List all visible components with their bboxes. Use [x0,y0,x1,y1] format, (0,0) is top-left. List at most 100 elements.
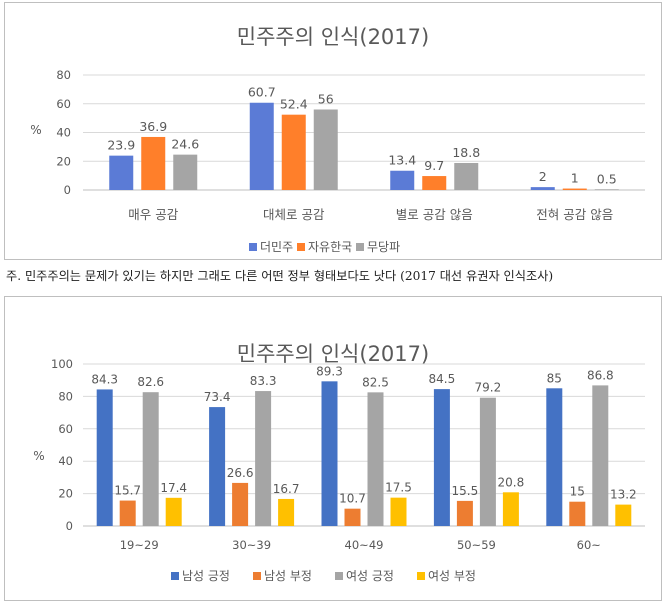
legend-swatch [297,243,305,251]
chart-party-svg: 민주주의 인식(2017)% 0 20 40 60 80 23.9 36.9 24.6 매우 공감… [30,25,645,254]
bar [142,392,159,526]
data-label: 2 [539,169,547,184]
bar [109,155,134,190]
data-label: 82.5 [362,375,389,389]
bar [502,492,519,526]
legend-swatch [253,572,261,580]
data-label: 13.2 [610,488,637,502]
x-tick-label: 전혀 공감 않음 [536,207,613,222]
legend-swatch [249,243,257,251]
y-tick-label: 100 [51,357,73,371]
chart-age-gender-panel: 민주주의 인식(2017)% 0 20 40 60 80 100 84.3 15.7 82.6 17… [4,296,662,601]
legend-label: 여성 부정 [428,569,476,583]
bar [390,497,407,526]
y-tick-label: 20 [58,487,73,501]
data-label: 60.7 [248,85,276,100]
legend-label: 자유한국 [308,240,352,254]
data-label: 16.7 [273,482,300,496]
data-label: 36.9 [139,119,167,134]
data-label: 15 [570,485,585,499]
bar [119,500,136,526]
data-label: 89.3 [316,364,343,378]
y-tick-label: 80 [56,68,71,82]
y-tick-label: 20 [56,154,71,168]
bar [390,170,415,190]
bar [165,497,182,526]
chart-title: 민주주의 인식(2017) [237,25,429,49]
data-label: 17.4 [160,481,187,495]
data-label: 84.5 [429,372,456,386]
y-tick-label: 40 [58,454,73,468]
chart-title: 민주주의 인식(2017) [237,342,429,366]
x-tick-label: 19~29 [120,538,159,552]
bar [530,187,555,190]
data-label: 9.7 [424,158,444,173]
bar [321,381,338,526]
bar [209,407,226,526]
data-label: 10.7 [339,492,366,506]
bar [232,482,249,526]
bar [313,109,338,190]
data-label: 13.4 [388,153,416,168]
legend-label: 남성 부정 [264,569,312,583]
legend-label: 더민주 [260,240,293,254]
data-label: 56 [318,92,334,107]
bar [562,188,587,190]
data-label: 18.8 [452,145,480,160]
x-tick-label: 대체로 공감 [263,207,325,222]
data-label: 20.8 [498,475,525,489]
y-tick-label: 80 [58,389,73,403]
data-label: 24.6 [171,137,199,152]
legend-label: 남성 긍정 [182,569,230,583]
y-tick-label: 0 [66,519,73,533]
chart-party-panel: 민주주의 인식(2017)% 0 20 40 60 80 23.9 36.9 24.6 매우 공감… [4,2,662,260]
bar [479,397,496,526]
bar [278,498,295,526]
chart-footnote: 주. 민주주의는 문제가 있기는 하지만 그래도 다른 어떤 정부 형태보다도 … [6,269,554,283]
data-label: 23.9 [107,138,135,153]
data-label: 86.8 [587,368,614,382]
data-label: 82.6 [137,375,164,389]
data-label: 1 [571,171,579,186]
legend-swatch [171,572,179,580]
data-label: 15.5 [452,484,479,498]
data-label: 17.5 [385,481,412,495]
bar [454,162,479,190]
y-tick-label: 40 [56,126,71,140]
bar [594,189,619,190]
bar [546,388,563,526]
x-tick-label: 60~ [577,538,601,552]
bar [249,102,274,190]
data-label: 85 [547,371,562,385]
bar [96,389,113,526]
x-tick-label: 50~59 [457,538,496,552]
legend-label: 무당파 [367,240,400,254]
x-tick-label: 별로 공감 않음 [396,207,473,222]
bar [592,385,609,526]
x-tick-label: 30~39 [232,538,271,552]
bar [344,508,361,526]
data-label: 52.4 [280,97,308,112]
data-label: 73.4 [204,390,231,404]
y-tick-label: 60 [56,97,71,111]
y-axis-label: % [30,123,41,137]
y-tick-label: 60 [58,422,73,436]
x-tick-label: 매우 공감 [128,207,178,222]
legend-label: 여성 긍정 [346,569,394,583]
bar [569,501,586,526]
bar [255,391,272,526]
data-label: 84.3 [91,372,118,386]
chart-age-gender-svg: 민주주의 인식(2017)% 0 20 40 60 80 100 84.3 15.7 82.6 17… [33,342,645,583]
bar [173,154,198,190]
legend-swatch [335,572,343,580]
data-label: 79.2 [475,381,502,395]
bar [433,389,450,526]
data-label: 83.3 [250,374,277,388]
y-tick-label: 0 [64,183,71,197]
data-label: 26.6 [227,466,254,480]
y-axis-label: % [33,449,44,463]
bar [456,500,473,526]
data-label: 0.5 [597,171,617,186]
x-tick-label: 40~49 [345,538,384,552]
legend-swatch [356,243,364,251]
